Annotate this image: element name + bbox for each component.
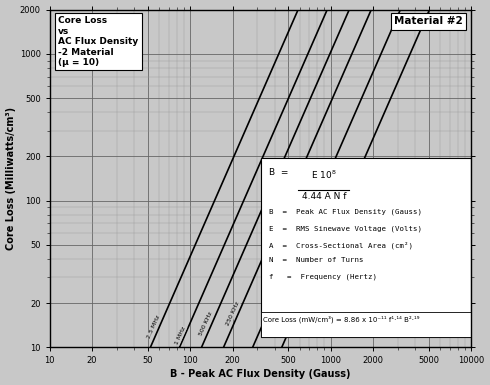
Bar (261, 158, 471, 337)
Text: Core Loss (mW/cm³) = 8.86 x 10⁻¹¹ f¹·¹⁴ B²·¹⁹: Core Loss (mW/cm³) = 8.86 x 10⁻¹¹ f¹·¹⁴ … (263, 315, 419, 323)
Text: Core Loss
vs
AC Flux Density
-2 Material
(μ = 10): Core Loss vs AC Flux Density -2 Material… (58, 17, 139, 67)
Text: B  =: B = (269, 168, 288, 177)
Text: 4.44 A N f: 4.44 A N f (301, 192, 346, 201)
Text: f   =  Frequency (Hertz): f = Frequency (Hertz) (269, 274, 377, 280)
Text: B  =  Peak AC Flux Density (Gauss): B = Peak AC Flux Density (Gauss) (269, 209, 422, 215)
Bar (261, 312, 471, 337)
Text: Material #2: Material #2 (394, 17, 463, 27)
Text: 500 KHz: 500 KHz (199, 311, 214, 336)
Text: N  =  Number of Turns: N = Number of Turns (269, 258, 364, 263)
X-axis label: B - Peak AC Flux Density (Gauss): B - Peak AC Flux Density (Gauss) (171, 370, 351, 380)
Text: E  =  RMS Sinewave Voltage (Volts): E = RMS Sinewave Voltage (Volts) (269, 225, 422, 231)
Text: 250 KHz: 250 KHz (225, 301, 240, 326)
Y-axis label: Core Loss (Milliwatts/cm³): Core Loss (Milliwatts/cm³) (5, 107, 16, 250)
Text: E 10$^8$: E 10$^8$ (311, 168, 337, 181)
Text: 100 KHz: 100 KHz (274, 254, 290, 280)
Text: A  =  Cross-Sectional Area (cm²): A = Cross-Sectional Area (cm²) (269, 241, 413, 249)
Text: 1 MHz: 1 MHz (174, 326, 187, 345)
Text: 2.5 MHz: 2.5 MHz (147, 315, 161, 340)
Text: 40 KHz: 40 KHz (330, 200, 343, 222)
